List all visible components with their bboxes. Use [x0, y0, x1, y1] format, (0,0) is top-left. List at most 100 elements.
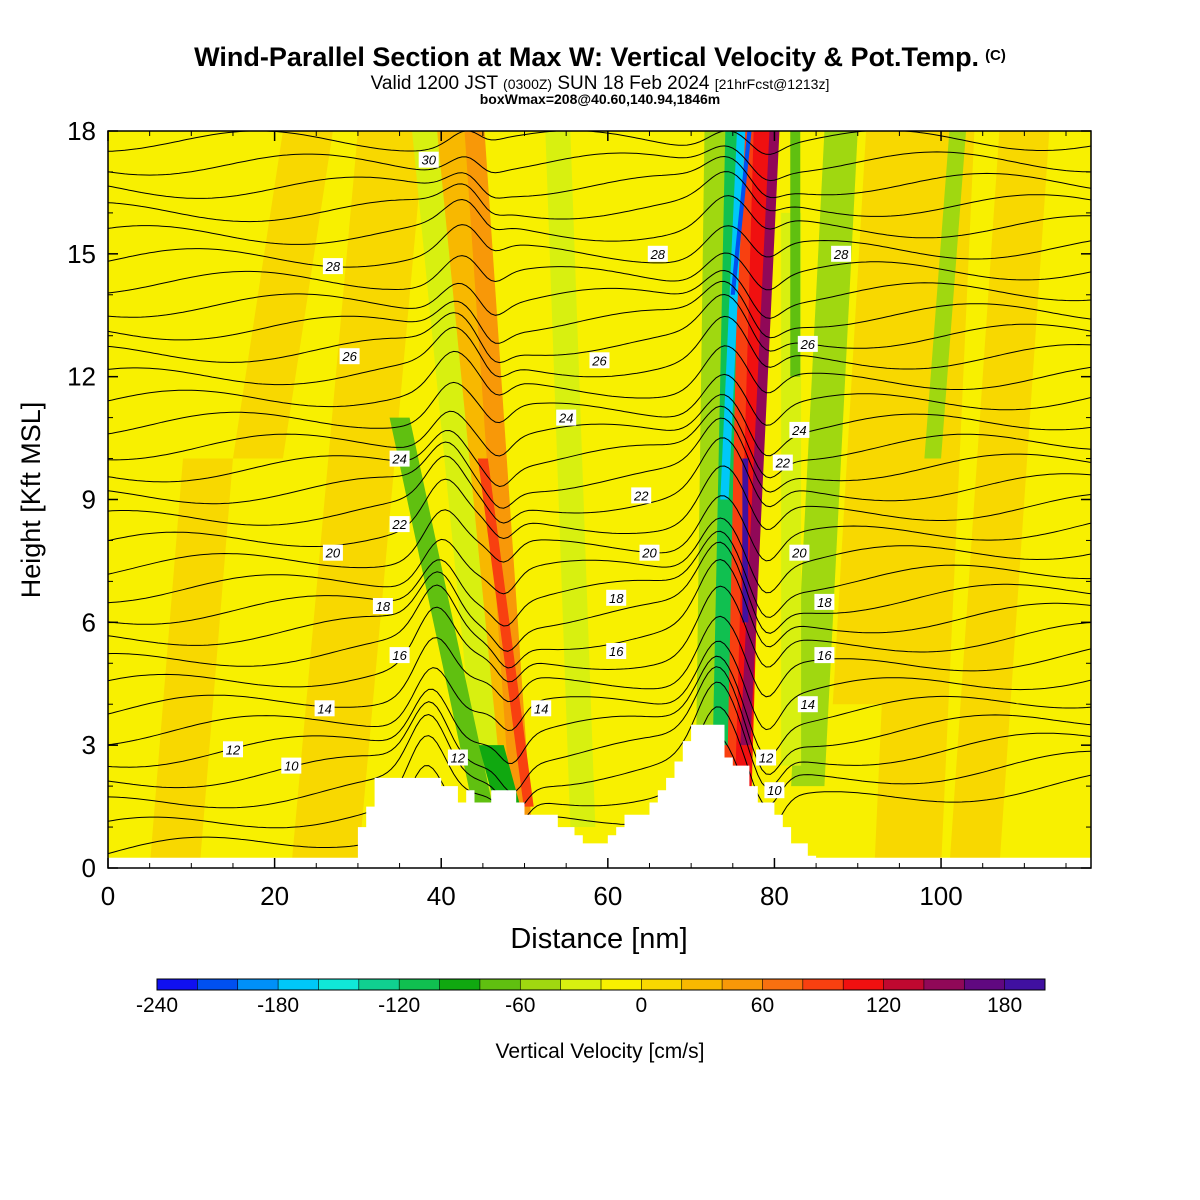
isentrope-line	[108, 736, 1091, 855]
isentrope-label: 14	[797, 696, 818, 713]
velocity-band	[949, 131, 1050, 868]
isentrope-line	[108, 437, 1091, 526]
isentrope-label-text: 28	[325, 259, 341, 274]
isentrope-label-text: 26	[341, 349, 357, 364]
isentrope-label: 12	[756, 749, 777, 766]
isentrope-line	[108, 465, 1091, 547]
velocity-band	[790, 131, 801, 377]
isentrope-label-box	[639, 544, 660, 561]
isentrope-line	[108, 345, 1091, 408]
isentrope-label: 14	[531, 700, 552, 717]
velocity-band	[477, 458, 534, 807]
isentrope-label-box	[223, 741, 243, 758]
isentrope-label-box	[339, 348, 360, 365]
colorbar-swatch	[157, 979, 198, 990]
isentrope-label-text: 20	[791, 546, 807, 561]
isentrope-line	[108, 99, 1091, 129]
isentrope-label-box	[418, 151, 439, 168]
isentrope-label-box	[389, 450, 410, 467]
isentrope-line	[108, 195, 1091, 245]
colorbar-swatch	[318, 979, 360, 990]
isentrope-line	[108, 224, 1091, 268]
isentrope-line	[108, 517, 1091, 604]
isentrope-label-text: 22	[775, 456, 791, 471]
isentrope-labels: 30 28 28 28 26 26 26 24 24 24 22 22 22 20 20 20 18 18 18 16…	[223, 151, 852, 799]
velocity-band	[924, 131, 967, 459]
y-tick-label: 18	[67, 116, 96, 146]
colorbar-tick-label: 60	[751, 994, 774, 1017]
colorbar: -240 -180 -120 -60 0 60 120 180	[136, 978, 1046, 1017]
isentrope-label: 24	[556, 409, 577, 426]
colorbar-swatch	[722, 979, 763, 990]
isentrope-label: 24	[389, 450, 410, 467]
colorbar-swatch	[358, 979, 400, 990]
title-main: Wind-Parallel Section at Max W: Vertical…	[194, 42, 980, 72]
isentrope-label: 22	[631, 487, 652, 504]
isentrope-label: 28	[831, 245, 852, 262]
isentrope-label-box	[764, 782, 785, 799]
isentrope-label-box	[372, 598, 393, 614]
velocity-band	[545, 131, 596, 828]
isentrope-label-box	[389, 647, 410, 664]
isentrope-label-text: 16	[609, 644, 624, 659]
isentrope-label-box	[281, 757, 302, 774]
isentrope-label: 26	[339, 348, 360, 365]
isentrope-line	[108, 585, 1091, 688]
isentrope-label: 18	[814, 593, 835, 610]
valid-time-line: Valid 1200 JST (0300Z) SUN 18 Feb 2024 […	[0, 73, 1200, 95]
forecast-info: [21hrFcst@1213z]	[714, 76, 830, 92]
x-tick-label: 100	[919, 881, 962, 911]
isentrope-line	[108, 394, 1091, 461]
isentrope-label-box	[814, 593, 835, 610]
isentrope-label-text: 14	[317, 701, 331, 716]
isentrope-label: 28	[647, 245, 668, 262]
isentrope-label-text: 12	[759, 751, 774, 766]
colorbar-swatch	[762, 979, 804, 990]
isentrope-label-text: 22	[633, 488, 649, 503]
isentrope-label: 18	[606, 589, 627, 606]
colorbar-tick-label: -60	[505, 994, 535, 1017]
isentrope-line	[108, 171, 1091, 223]
isentrope-label-text: 10	[284, 759, 299, 774]
isentrope-label-text: 20	[325, 546, 341, 561]
isentrope-label-box	[756, 749, 777, 766]
velocity-band	[730, 131, 752, 295]
isentrope-label-text: 22	[391, 517, 407, 532]
isentrope-line	[108, 417, 1091, 509]
isentrope-label-text: 14	[801, 697, 815, 712]
x-axis-label: Distance [nm]	[510, 923, 687, 955]
isentrope-label-text: 20	[641, 546, 657, 561]
isentrope-line	[108, 640, 1091, 746]
isentrope-label-text: 24	[391, 452, 406, 467]
colorbar-tick-label: -240	[136, 994, 178, 1017]
isentrope-line	[108, 293, 1091, 364]
isentrope-line	[108, 558, 1091, 669]
colorbar-swatch	[964, 979, 1006, 990]
colorbar-swatch	[278, 979, 319, 990]
colorbar-swatch	[802, 979, 844, 990]
isentrope-label: 22	[389, 516, 410, 533]
isentrope-label-box	[606, 643, 627, 659]
isentrope-line	[108, 155, 1091, 199]
velocity-band	[740, 131, 780, 746]
valid-date: SUN 18 Feb 2024	[557, 73, 710, 94]
isentrope-label: 10	[764, 782, 785, 799]
x-tick-label: 80	[760, 881, 789, 911]
isentrope-line	[108, 666, 1091, 793]
colorbar-swatch	[883, 979, 925, 990]
axes: 0 20 40 60 80 100 0 3 6 9 12 15 18	[67, 116, 1091, 911]
x-tick-label: 40	[427, 881, 456, 911]
colorbar-label: Vertical Velocity [cm/s]	[496, 1040, 705, 1063]
isentrope-line	[108, 145, 1091, 182]
colorbar-swatch	[1004, 979, 1046, 990]
isentrope-label-text: 24	[791, 423, 806, 438]
isentrope-label-text: 26	[591, 353, 607, 368]
isentrope-line	[108, 252, 1091, 294]
colorbar-tick-label: 120	[866, 994, 901, 1017]
isentrope-label-box	[797, 696, 818, 713]
isentrope-label: 24	[789, 421, 810, 438]
y-tick-label: 0	[82, 853, 96, 883]
isentrope-label-text: 18	[817, 595, 832, 610]
chart-title: Wind-Parallel Section at Max W: Vertical…	[0, 42, 1200, 73]
